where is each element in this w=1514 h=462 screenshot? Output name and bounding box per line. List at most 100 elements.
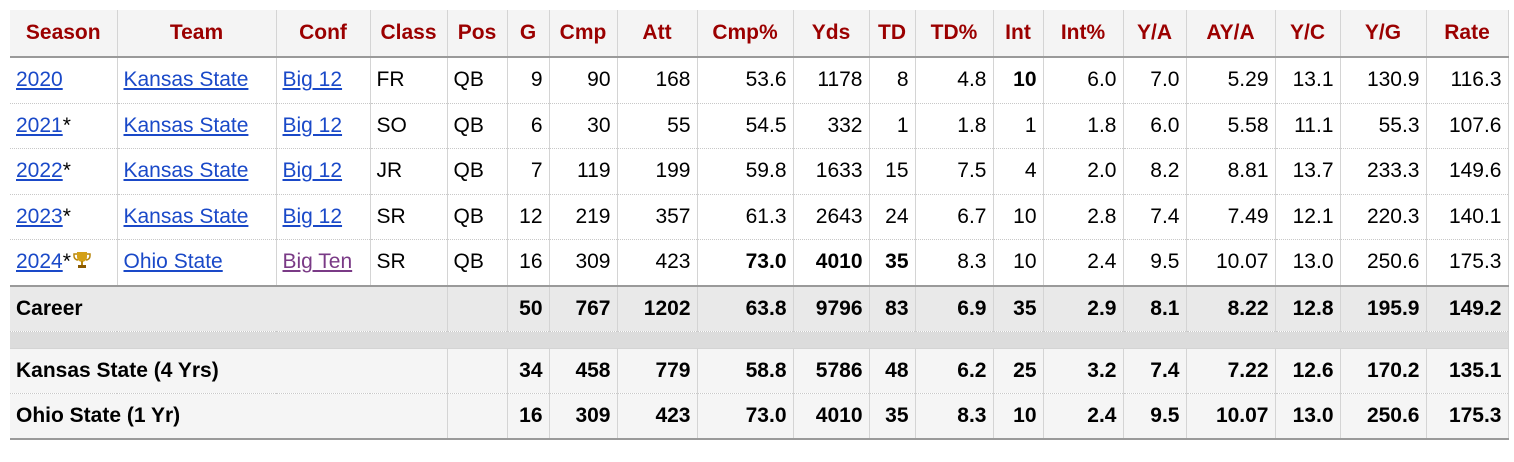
column-header: Class [370,10,448,58]
cell: 48 [869,348,916,394]
cell-text: 8.81 [1227,159,1269,183]
cell: 1.8 [915,103,994,149]
cell-text: 4 [1024,159,1037,183]
cell: 6.9 [915,284,994,332]
team-link[interactable]: Ohio State [123,250,223,274]
cell: 35 [869,393,916,440]
empty-cell [447,284,508,332]
cell: Kansas State [117,103,277,149]
cell-text: 4.8 [957,68,987,92]
cell: 12.6 [1275,348,1341,394]
spacer-cell [10,331,1509,349]
empty-cell [447,348,508,394]
cell: 6.2 [915,348,994,394]
cell: 10.07 [1186,239,1276,286]
cell-text: 2.0 [1087,159,1117,183]
cell: 135.1 [1426,348,1509,394]
cell-text: 2643 [815,204,863,228]
cell-text: 5.58 [1227,113,1269,137]
conf-link[interactable]: Big 12 [282,113,343,137]
cell: 11.1 [1275,103,1341,149]
cell-text: SO [376,113,407,137]
cell: 140.1 [1426,194,1509,240]
cell-text: 1178 [817,68,863,92]
cell-text: 10 [1013,250,1037,274]
cell-text: 2.8 [1087,204,1117,228]
cell: 35 [869,239,916,286]
cell-text: SR [376,250,406,274]
column-header: Y/G [1340,10,1427,58]
cell: 24 [869,194,916,240]
cell-text: 219 [575,204,611,228]
cell: 7 [507,148,550,195]
cell-text: 13.0 [1292,250,1334,274]
cell: 219 [549,194,618,240]
season-row: 2022* Kansas State Big 12 JR QB 7 119 199 59.8 16… [10,148,1509,195]
cell: 61.3 [697,194,794,240]
column-header: Conf [276,10,371,58]
cell: 332 [793,103,870,149]
cell: 6.7 [915,194,994,240]
summary-row: Kansas State (4 Yrs) 34 458 779 58.8 5786 48 6.… [10,348,1509,394]
cell-text: 15 [885,159,909,183]
season-link[interactable]: 2021 [16,113,63,137]
cell-text: 59.8 [745,159,787,183]
cell: 13.7 [1275,148,1341,195]
cell-text: 1.8 [1087,113,1117,137]
column-header: Int% [1043,10,1124,58]
summary-row: Ohio State (1 Yr) 16 309 423 73.0 4010 35 8.3 10… [10,393,1509,440]
cell: 233.3 [1340,148,1427,195]
cell-text: 220.3 [1366,204,1420,228]
cell: 35 [993,284,1044,332]
season-link[interactable]: 2020 [16,68,63,92]
cell: 2020 [10,57,118,104]
cell-text: 6.0 [1087,68,1117,92]
conf-link[interactable]: Big 12 [282,68,343,92]
cell-text: 61.3 [745,204,787,228]
cell: SR [370,194,448,240]
season-link[interactable]: 2023 [16,204,63,228]
cell: 1633 [793,148,870,195]
summary-label: Ohio State (1 Yr) [10,393,448,440]
cell: 4010 [793,239,870,286]
season-link[interactable]: 2024 [16,250,63,274]
conf-link[interactable]: Big 12 [282,159,343,183]
cell: QB [447,194,508,240]
column-header: TD% [915,10,994,58]
cell: 13.1 [1275,57,1341,104]
cell: 1202 [617,284,698,332]
cell: Kansas State [117,148,277,195]
cell: 250.6 [1340,239,1427,286]
cell: 55 [617,103,698,149]
column-header: Pos [447,10,508,58]
conf-link[interactable]: Big 12 [282,204,343,228]
team-link[interactable]: Kansas State [123,204,249,228]
cell: 9.5 [1123,239,1187,286]
cell: 168 [617,57,698,104]
team-link[interactable]: Kansas State [123,68,249,92]
cell-text: 6 [530,113,543,137]
team-link[interactable]: Kansas State [123,159,249,183]
cell: 54.5 [697,103,794,149]
cell: 8.22 [1186,284,1276,332]
column-header: AY/A [1186,10,1276,58]
cell: Kansas State [117,194,277,240]
cell-text: 119 [577,159,611,183]
cell: 119 [549,148,618,195]
cell: 7.4 [1123,348,1187,394]
cell: 2.9 [1043,284,1124,332]
cell-text: QB [453,68,484,92]
cell: 4.8 [915,57,994,104]
cell: 458 [549,348,618,394]
cell-text: 6.0 [1150,113,1180,137]
cell: 1 [869,103,916,149]
cell: 170.2 [1340,348,1427,394]
cell: 199 [617,148,698,195]
team-link[interactable]: Kansas State [123,113,249,137]
conf-link[interactable]: Big Ten [282,250,353,274]
season-link[interactable]: 2022 [16,159,63,183]
cell: 25 [993,348,1044,394]
cell: 7.22 [1186,348,1276,394]
cell: Big 12 [276,57,371,104]
cell: 53.6 [697,57,794,104]
